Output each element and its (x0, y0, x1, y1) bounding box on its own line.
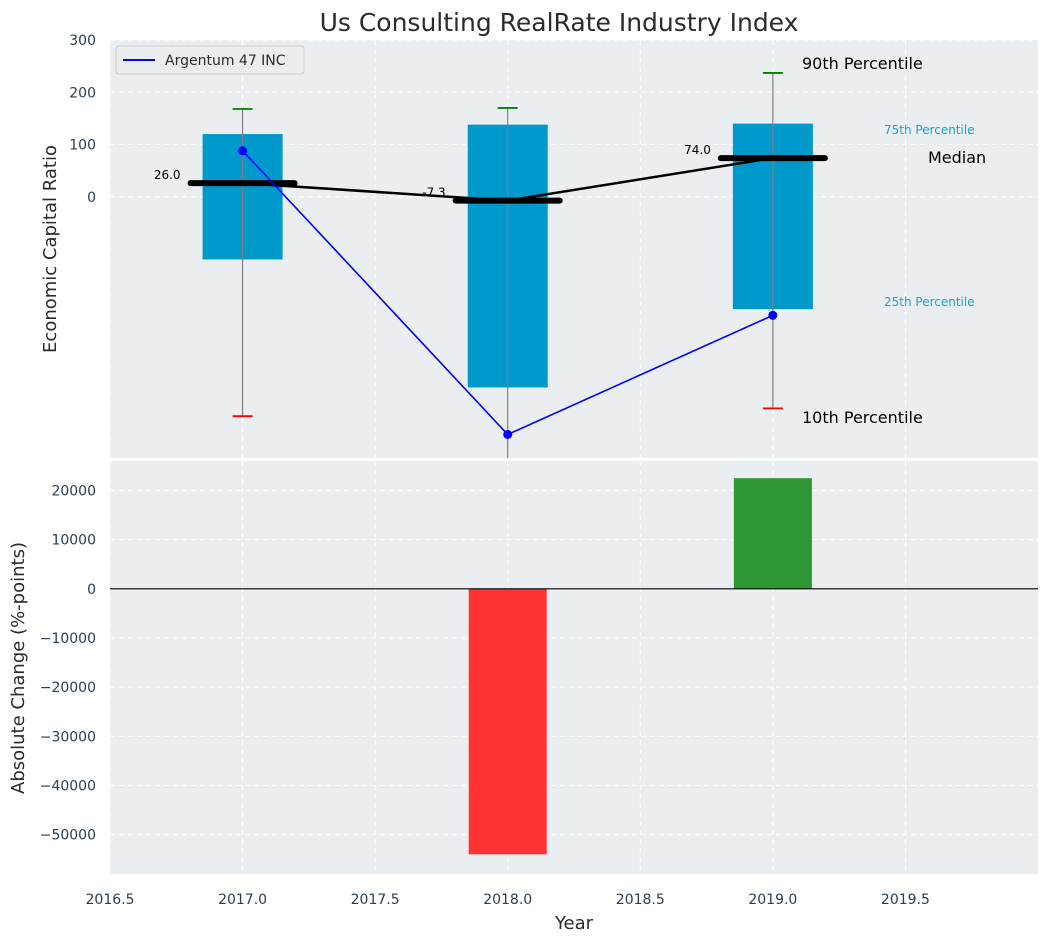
entity-point (768, 310, 778, 320)
bottom-y-tick-label: 20000 (51, 484, 96, 500)
bottom-y-ticks: 20000 10000 0 −10000 −20000 −30000 −40000 −5000… (40, 484, 96, 844)
bar-layer (468, 478, 812, 855)
top-y-tick-label: 100 (69, 138, 96, 154)
bottom-y-tick-label: −50000 (40, 828, 96, 844)
median-annotation: Median (928, 148, 986, 167)
percentile-annotations: 90th Percentile 75th Percentile Median 2… (802, 54, 986, 427)
median-line (242, 156, 774, 202)
box-plot-layer: 26.0-7.374.0 (154, 72, 828, 458)
top-y-tick-label: 0 (87, 190, 96, 206)
change-bar (733, 478, 812, 589)
bottom-y-axis-label: Absolute Change (%-points) (8, 542, 29, 794)
x-tick-label: 2017.5 (351, 892, 400, 908)
top-y-ticks: 0 100 200 300 (69, 33, 96, 206)
p75-annotation: 75th Percentile (884, 123, 975, 137)
p10-annotation: 10th Percentile (802, 408, 923, 427)
change-bar (468, 588, 547, 855)
entity-point (503, 429, 513, 439)
bottom-y-tick-label: −10000 (40, 631, 96, 647)
legend-label: Argentum 47 INC (165, 53, 286, 69)
bottom-y-tick-label: −20000 (40, 680, 96, 696)
x-tick-label: 2018.0 (483, 892, 532, 908)
median-value-label: 26.0 (154, 168, 181, 182)
legend-box (115, 45, 305, 75)
bottom-y-tick-label: 10000 (51, 533, 96, 549)
entity-series-layer (238, 146, 778, 439)
bottom-y-tick-label: −40000 (40, 779, 96, 795)
x-tick-label: 2018.5 (616, 892, 665, 908)
top-y-axis-label: Economic Capital Ratio (40, 145, 61, 353)
bottom-y-tick-label: −30000 (40, 729, 96, 745)
top-y-tick-label: 200 (69, 85, 96, 101)
p90-annotation: 90th Percentile (802, 54, 923, 73)
x-tick-label: 2019.5 (881, 892, 930, 908)
legend: Argentum 47 INC (115, 45, 305, 75)
x-tick-label: 2019.0 (748, 892, 797, 908)
x-tick-label: 2017.0 (218, 892, 267, 908)
bottom-plot-area (110, 461, 1038, 874)
bottom-y-tick-label: 0 (87, 582, 96, 598)
p25-annotation: 25th Percentile (884, 295, 975, 309)
top-y-tick-label: 300 (69, 33, 96, 49)
entity-point (238, 146, 248, 156)
chart-title: Us Consulting RealRate Industry Index (320, 8, 799, 37)
median-value-label: 74.0 (684, 143, 711, 157)
x-ticks: 2016.5 2017.0 2017.5 2018.0 2018.5 2019.0 2019… (86, 892, 930, 908)
x-axis-label: Year (554, 913, 594, 934)
x-tick-label: 2016.5 (86, 892, 135, 908)
